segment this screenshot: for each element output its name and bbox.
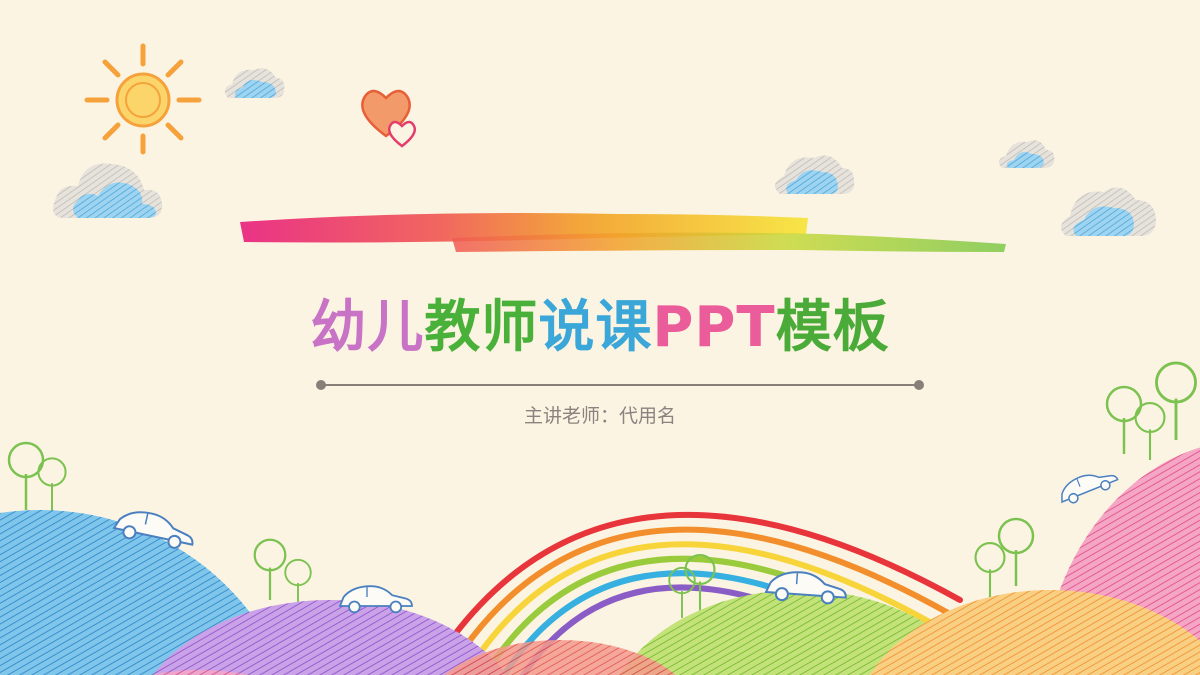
title-part: PPT [652,295,776,360]
divider-line [320,384,920,386]
divider-dot-left [316,380,326,390]
sun-icon [84,43,202,155]
title-part: 教师 [424,295,539,360]
title-part: 模板 [775,295,890,360]
slide-title: 幼儿教师说课PPT模板 [0,292,1200,364]
hill-icon [0,447,1200,675]
title-divider [316,380,924,390]
crayon-stroke-decoration [240,213,1006,252]
cloud-icon [998,140,1055,168]
title-part: 说课 [538,295,653,360]
cloud-icon [774,155,855,194]
divider-dot-right [914,380,924,390]
rainbow-icon [427,511,963,675]
title-part: 幼儿 [310,295,425,360]
cloud-icon [53,163,162,218]
slide-subtitle: 主讲老师：代用名 [523,405,676,427]
cloud-icon [1060,187,1156,236]
heart-icon [361,89,416,148]
cloud-icon [224,68,285,98]
